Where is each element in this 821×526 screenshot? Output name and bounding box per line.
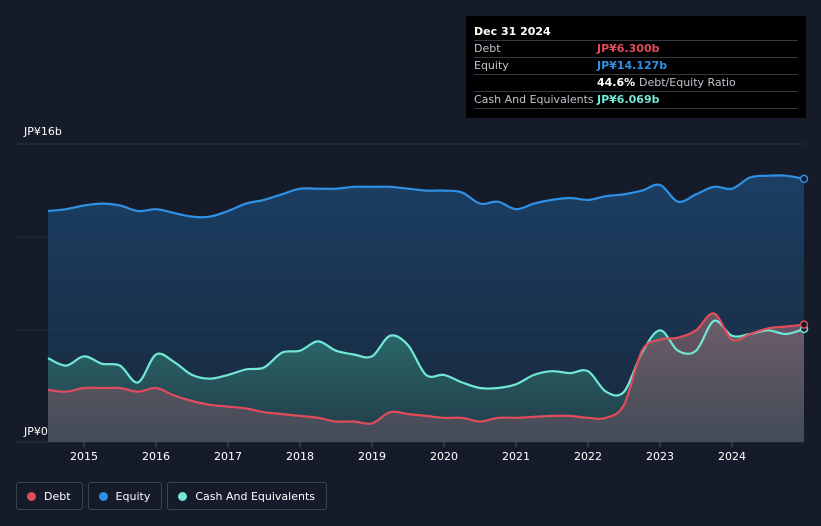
tooltip-row-cash: Cash And Equivalents JP¥6.069b (474, 92, 798, 109)
legend-item-debt[interactable]: Debt (16, 482, 83, 510)
tooltip-date: Dec 31 2024 (474, 23, 798, 41)
legend-cash-label: Cash And Equivalents (195, 489, 315, 503)
end-markers (799, 174, 809, 334)
x-tick-label: 2017 (214, 450, 242, 463)
tooltip-equity-label: Equity (474, 59, 509, 72)
series-areas (48, 175, 804, 443)
x-tick-label: 2018 (286, 450, 314, 463)
debt-line (47, 312, 805, 425)
debt-area (48, 313, 804, 442)
equity-dot-icon (98, 491, 108, 501)
y-axis-bottom-label: JP¥0 (23, 425, 48, 438)
tooltip-cash-label: Cash And Equivalents (474, 93, 594, 106)
legend-equity-label: Equity (115, 489, 151, 503)
debt-dot-icon (27, 491, 36, 501)
cash-dot-icon (178, 491, 188, 501)
tooltip-ratio-label: Debt/Equity Ratio (639, 76, 736, 89)
tooltip-ratio-value: 44.6% (597, 76, 636, 89)
tooltip-cash-value: JP¥6.069b (597, 93, 660, 106)
tooltip: Dec 31 2024 Debt JP¥6.300b Equity JP¥14.… (466, 16, 806, 118)
x-tick-label: 2021 (502, 450, 530, 463)
x-tick-label: 2019 (358, 450, 386, 463)
x-tick-label: 2015 (70, 450, 98, 463)
equity-line (47, 174, 805, 219)
equity-end-marker (799, 174, 809, 184)
x-tick-label: 2020 (430, 450, 458, 463)
x-tick-label: 2024 (718, 450, 746, 463)
tooltip-equity-value: JP¥14.127b (597, 59, 668, 72)
tooltip-row-equity: Equity JP¥14.127b (474, 58, 798, 75)
legend: Debt Equity Cash And Equivalents (16, 482, 327, 510)
x-tick-label: 2022 (574, 450, 602, 463)
y-axis-top-label: JP¥16b (23, 125, 62, 138)
cash-line (47, 319, 805, 397)
legend-item-cash[interactable]: Cash And Equivalents (167, 482, 327, 510)
legend-item-equity[interactable]: Equity (87, 482, 163, 510)
tooltip-row-ratio: 44.6% Debt/Equity Ratio (474, 75, 798, 92)
debt-end-marker (799, 320, 809, 329)
legend-debt-label: Debt (44, 489, 71, 503)
tooltip-debt-label: Debt (474, 42, 501, 55)
x-tick-label: 2016 (142, 450, 170, 463)
tooltip-debt-value: JP¥6.300b (597, 42, 660, 55)
x-tick-label: 2023 (646, 450, 674, 463)
series-lines (47, 174, 805, 425)
tooltip-row-debt: Debt JP¥6.300b (474, 41, 798, 58)
x-axis-ticks: 2015 2016 2017 2018 2019 2020 2021 2022 2023 2024 (70, 442, 746, 463)
